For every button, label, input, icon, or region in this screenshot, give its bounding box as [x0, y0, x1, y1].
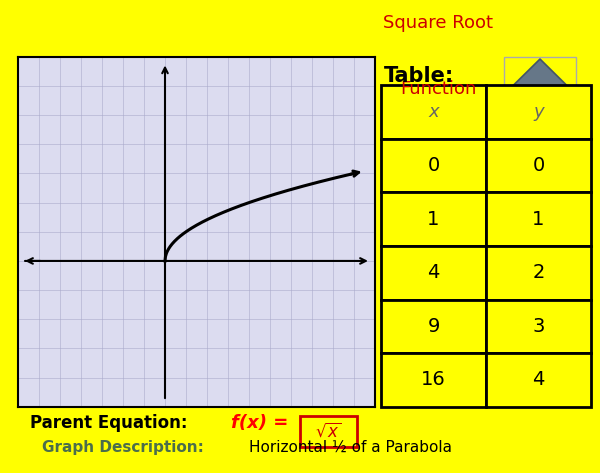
- Text: Horizontal ½ of a Parabola: Horizontal ½ of a Parabola: [249, 440, 452, 455]
- Text: Square Root: Square Root: [383, 14, 493, 32]
- Text: y: y: [533, 103, 544, 121]
- Text: 3: 3: [532, 317, 545, 336]
- Text: 9: 9: [427, 317, 440, 336]
- Bar: [486, 139, 591, 193]
- Text: 16: 16: [421, 370, 446, 389]
- Bar: [486, 85, 591, 139]
- Bar: [381, 139, 486, 193]
- Bar: [486, 246, 591, 299]
- Bar: [381, 246, 486, 299]
- Bar: [381, 193, 486, 246]
- Text: 1: 1: [532, 210, 545, 228]
- Bar: [486, 299, 591, 353]
- Text: 0: 0: [427, 156, 440, 175]
- Text: 0: 0: [532, 156, 545, 175]
- Text: 1: 1: [427, 210, 440, 228]
- Text: Table:: Table:: [384, 66, 454, 86]
- Bar: [486, 353, 591, 407]
- Text: f(x) =: f(x) =: [231, 414, 295, 432]
- Bar: [381, 85, 486, 139]
- Polygon shape: [505, 59, 575, 93]
- Polygon shape: [532, 108, 548, 129]
- Text: 4: 4: [532, 370, 545, 389]
- Text: Graph Description:: Graph Description:: [42, 440, 204, 455]
- Text: Parent Equation:: Parent Equation:: [30, 414, 187, 432]
- Polygon shape: [515, 93, 565, 129]
- Bar: [381, 353, 486, 407]
- Text: 2: 2: [532, 263, 545, 282]
- Text: $\sqrt{x}$: $\sqrt{x}$: [315, 422, 342, 441]
- Bar: [486, 193, 591, 246]
- Text: Function: Function: [400, 80, 476, 98]
- Text: x: x: [428, 103, 439, 121]
- Text: 4: 4: [427, 263, 440, 282]
- Bar: [381, 299, 486, 353]
